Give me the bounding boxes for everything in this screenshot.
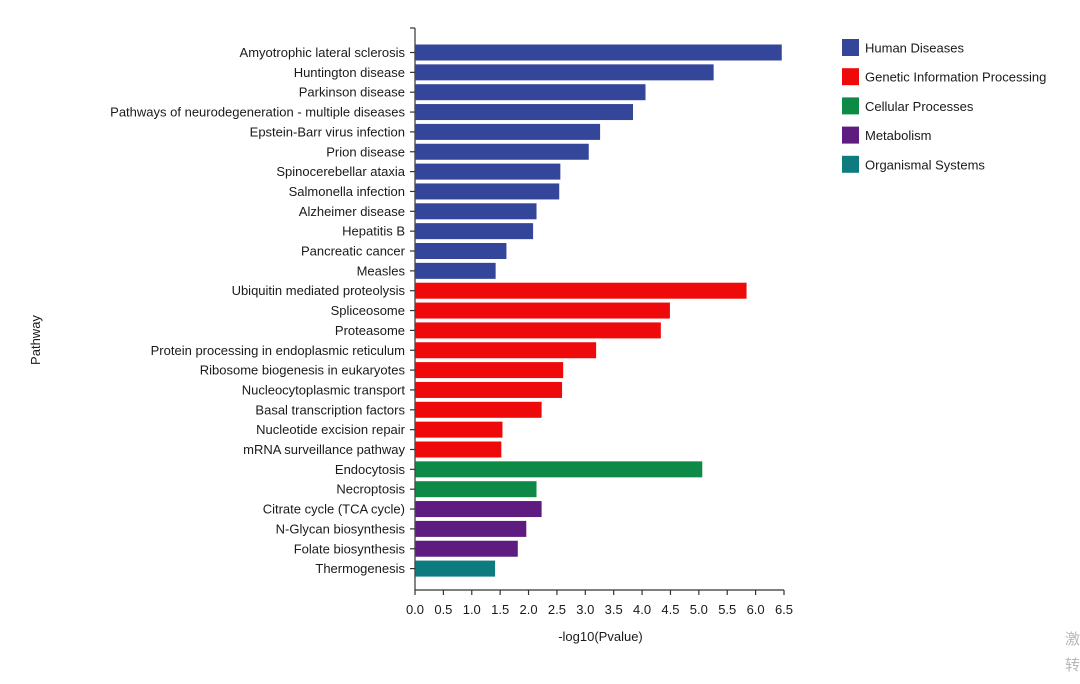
- category-label: Hepatitis B: [342, 224, 405, 239]
- bar: [415, 123, 601, 140]
- category-label: Pancreatic cancer: [301, 244, 406, 259]
- y-axis-ticks: [410, 27, 415, 570]
- bar: [415, 421, 503, 438]
- legend-swatch: [842, 155, 859, 173]
- category-label: Nucleotide excision repair: [256, 422, 406, 437]
- bar: [415, 223, 534, 240]
- x-tick-label: 3.0: [576, 602, 594, 617]
- category-label: Necroptosis: [336, 482, 405, 497]
- legend-swatch: [842, 68, 859, 86]
- bar: [415, 501, 542, 518]
- bar: [415, 520, 527, 537]
- x-tick-label: 2.5: [548, 602, 566, 617]
- x-tick-label: 3.5: [605, 602, 623, 617]
- bars-group: [415, 44, 782, 577]
- bar: [415, 441, 502, 458]
- category-label: Proteasome: [335, 323, 405, 338]
- category-label: Spinocerebellar ataxia: [276, 164, 405, 179]
- category-label: Salmonella infection: [289, 184, 405, 199]
- category-label: Amyotrophic lateral sclerosis: [240, 45, 406, 60]
- category-label: Alzheimer disease: [299, 204, 405, 219]
- bar: [415, 302, 670, 319]
- legend: Human Diseases Genetic Information Proces…: [842, 39, 1046, 173]
- category-label: Spliceosome: [331, 303, 405, 318]
- bar: [415, 342, 597, 359]
- category-label: Ribosome biogenesis in eukaryotes: [200, 363, 406, 378]
- bar: [415, 381, 563, 398]
- legend-label: Genetic Information Processing: [865, 70, 1046, 85]
- x-axis-title: -log10(Pvalue): [558, 629, 643, 644]
- category-label: N-Glycan biosynthesis: [276, 521, 406, 536]
- category-label: Protein processing in endoplasmic reticu…: [151, 343, 405, 358]
- category-label: Basal transcription factors: [255, 402, 405, 417]
- x-axis-ticks: 0.0 0.5 1.0 1.5 2.0 2.5 3.0 3.5 4.0 4.5 5.0 5.5 6.0 6…: [406, 590, 793, 617]
- legend-swatch: [842, 39, 859, 56]
- y-axis-title: Pathway: [28, 315, 43, 365]
- watermark-line-2: 转: [1064, 656, 1080, 674]
- category-label: Thermogenesis: [315, 561, 405, 576]
- bar: [415, 104, 634, 121]
- x-tick-label: 5.0: [690, 602, 708, 617]
- bar: [415, 560, 496, 577]
- category-label: Pathways of neurodegeneration - multiple…: [110, 105, 405, 120]
- category-label: Measles: [357, 263, 406, 278]
- category-label: Ubiquitin mediated proteolysis: [232, 283, 406, 298]
- bar: [415, 84, 646, 101]
- bar: [415, 44, 782, 61]
- x-tick-label: 0.0: [406, 602, 424, 617]
- bar: [415, 322, 661, 339]
- legend-label: Cellular Processes: [865, 99, 974, 114]
- x-tick-label: 1.0: [463, 602, 481, 617]
- category-label: Citrate cycle (TCA cycle): [263, 502, 405, 517]
- bar: [415, 163, 561, 180]
- category-label: Prion disease: [326, 144, 405, 159]
- bar: [415, 481, 537, 498]
- bar: [415, 362, 564, 379]
- x-tick-label: 4.0: [633, 602, 651, 617]
- x-tick-label: 5.5: [718, 602, 736, 617]
- category-labels: Amyotrophic lateral sclerosis Huntington …: [110, 45, 406, 576]
- legend-label: Human Diseases: [865, 41, 964, 56]
- category-label: Epstein-Barr virus infection: [250, 124, 405, 139]
- legend-label: Metabolism: [865, 128, 931, 143]
- bar: [415, 262, 496, 279]
- bar: [415, 461, 703, 478]
- category-label: Folate biosynthesis: [294, 541, 406, 556]
- bar: [415, 64, 714, 81]
- x-tick-label: 6.5: [775, 602, 793, 617]
- category-label: Parkinson disease: [299, 85, 405, 100]
- bar: [415, 243, 507, 259]
- bar: [415, 143, 589, 160]
- bar: [415, 540, 518, 557]
- x-tick-label: 1.5: [491, 602, 509, 617]
- x-tick-label: 2.0: [519, 602, 537, 617]
- bar: [415, 203, 537, 220]
- bar: [415, 401, 542, 418]
- category-label: mRNA surveillance pathway: [243, 442, 405, 457]
- category-label: Huntington disease: [294, 65, 405, 80]
- legend-label: Organismal Systems: [865, 157, 985, 172]
- bar: [415, 183, 560, 200]
- bar: [415, 282, 747, 299]
- legend-swatch: [842, 97, 859, 115]
- legend-swatch: [842, 126, 859, 144]
- x-tick-label: 0.5: [434, 602, 452, 617]
- category-label: Endocytosis: [335, 462, 406, 477]
- x-tick-label: 6.0: [747, 602, 765, 617]
- category-label: Nucleocytoplasmic transport: [242, 382, 406, 397]
- watermark-line-1: 激: [1064, 630, 1080, 648]
- x-tick-label: 4.5: [661, 602, 679, 617]
